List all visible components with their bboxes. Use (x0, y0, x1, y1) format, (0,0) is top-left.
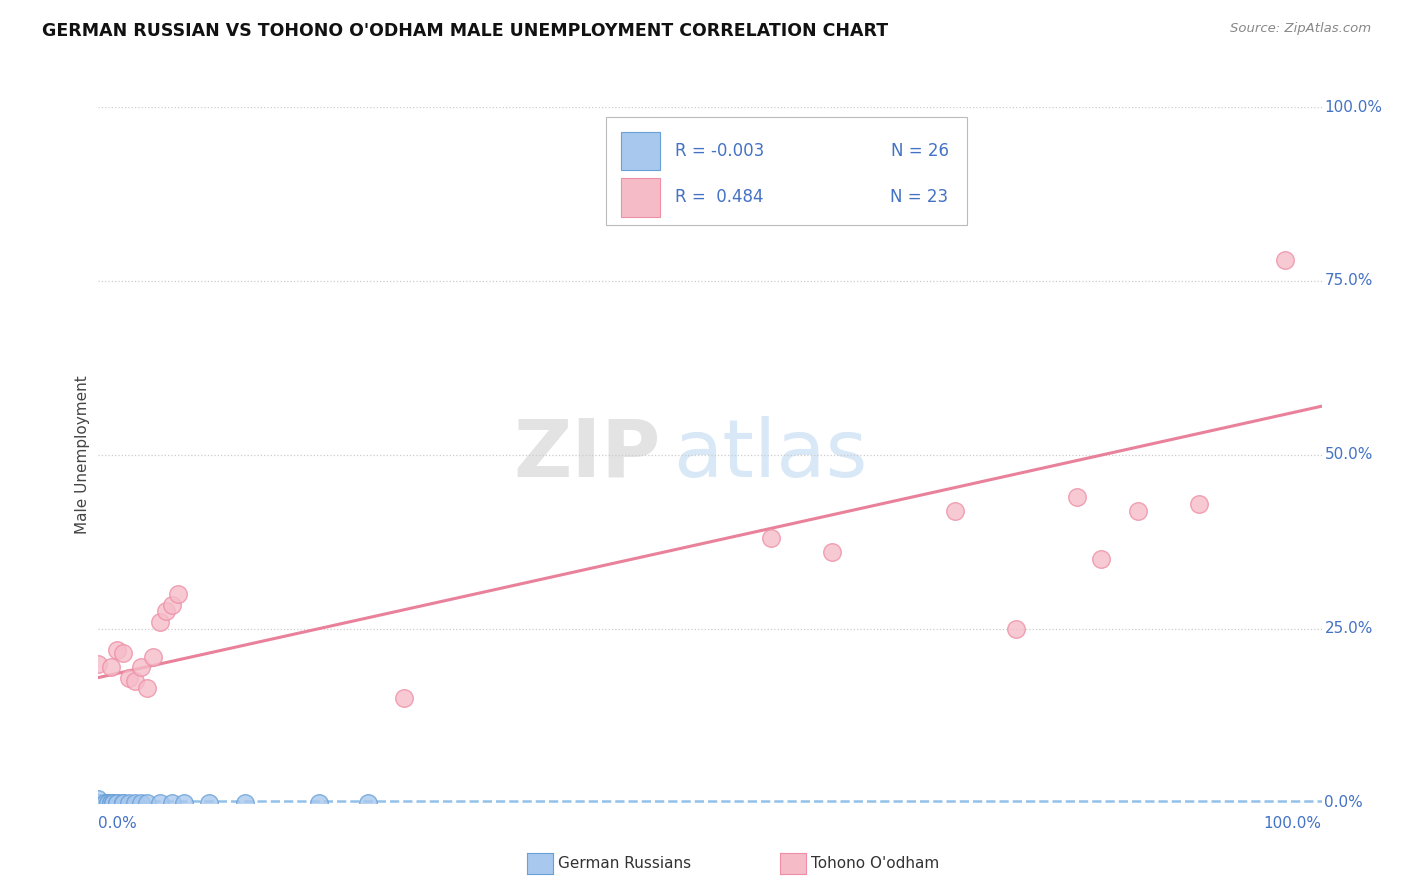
Point (105, 796, 128, 810)
Point (356, 796, 378, 810)
Point (761, 532, 783, 546)
Point (111, 796, 134, 810)
Text: N = 23: N = 23 (890, 188, 949, 206)
Point (129, 660, 152, 674)
Text: 100.0%: 100.0% (1264, 816, 1322, 831)
Point (142, 649, 165, 664)
Point (118, 796, 141, 810)
Point (149, 615, 172, 629)
Point (136, 681, 159, 695)
Point (308, 796, 330, 810)
Point (149, 796, 172, 810)
Point (87, 796, 110, 810)
Point (1066, 490, 1088, 504)
Point (118, 671, 141, 685)
Point (173, 796, 195, 810)
Point (105, 642, 128, 657)
Text: Tohono O'odham: Tohono O'odham (811, 856, 939, 871)
FancyBboxPatch shape (620, 178, 659, 217)
Text: GERMAN RUSSIAN VS TOHONO O'ODHAM MALE UNEMPLOYMENT CORRELATION CHART: GERMAN RUSSIAN VS TOHONO O'ODHAM MALE UN… (42, 22, 889, 40)
Text: 25.0%: 25.0% (1324, 622, 1372, 636)
Point (392, 691, 416, 706)
Text: atlas: atlas (673, 416, 868, 494)
Point (160, 598, 183, 612)
Point (167, 587, 190, 601)
Point (93, 796, 115, 810)
Point (100, 796, 122, 810)
Point (1128, 503, 1150, 517)
Point (101, 796, 124, 810)
Point (821, 545, 844, 559)
Point (93, 796, 115, 810)
Text: German Russians: German Russians (558, 856, 692, 871)
Text: 50.0%: 50.0% (1324, 448, 1372, 462)
Point (155, 605, 177, 619)
Point (111, 646, 134, 660)
Point (129, 796, 152, 810)
Text: N = 26: N = 26 (890, 142, 949, 160)
Point (97, 796, 120, 810)
Point (160, 796, 183, 810)
Text: 0.0%: 0.0% (98, 816, 138, 831)
Point (197, 796, 219, 810)
Text: 75.0%: 75.0% (1324, 274, 1372, 288)
Point (97, 796, 120, 810)
Text: Source: ZipAtlas.com: Source: ZipAtlas.com (1230, 22, 1371, 36)
Point (87, 796, 110, 810)
Text: R = -0.003: R = -0.003 (675, 142, 763, 160)
Point (1004, 622, 1026, 636)
Point (87, 792, 110, 806)
Point (100, 660, 122, 674)
Text: 0.0%: 0.0% (1324, 796, 1364, 810)
Point (111, 796, 134, 810)
Point (1188, 497, 1211, 511)
Point (233, 796, 256, 810)
Text: ZIP: ZIP (513, 416, 661, 494)
Point (1274, 253, 1296, 268)
Point (100, 796, 122, 810)
Point (87, 657, 110, 671)
FancyBboxPatch shape (620, 132, 659, 170)
Y-axis label: Male Unemployment: Male Unemployment (75, 376, 90, 534)
Point (101, 796, 124, 810)
Point (124, 674, 146, 689)
Text: R =  0.484: R = 0.484 (675, 188, 763, 206)
FancyBboxPatch shape (606, 118, 967, 226)
Point (105, 796, 128, 810)
Point (1090, 552, 1112, 566)
Point (943, 503, 966, 517)
Point (136, 796, 159, 810)
Text: 100.0%: 100.0% (1324, 100, 1382, 114)
Point (124, 796, 146, 810)
